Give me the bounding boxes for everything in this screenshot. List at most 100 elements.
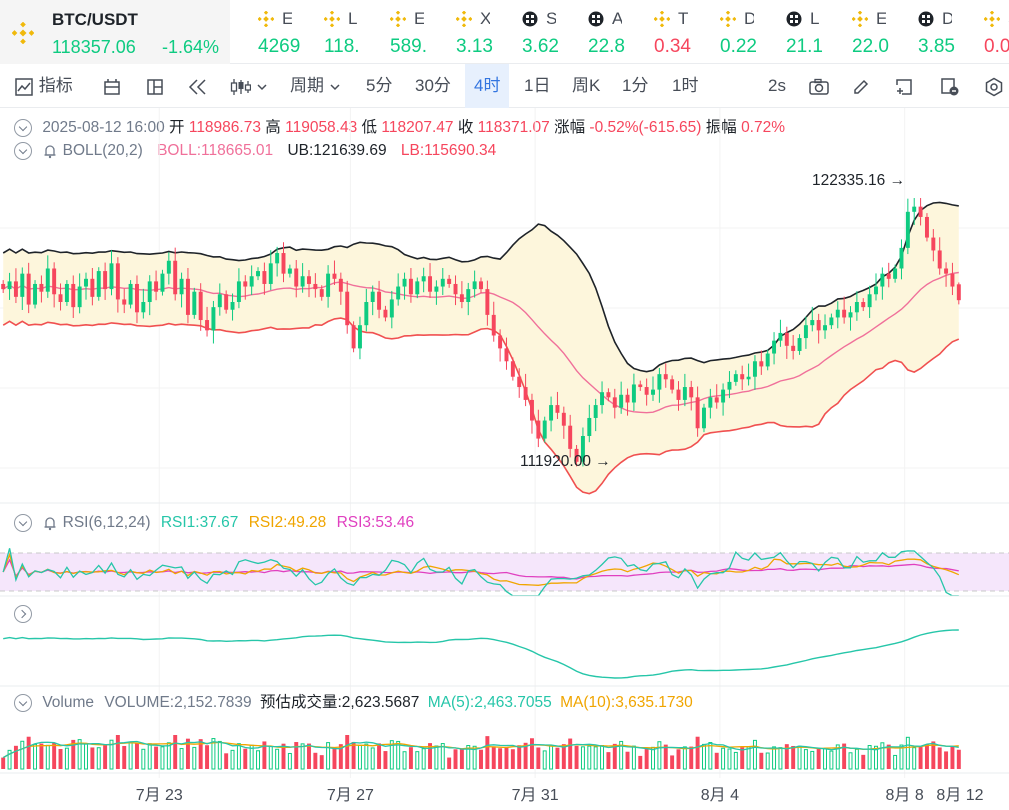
candle-body <box>268 263 273 284</box>
expand-icon[interactable] <box>14 605 32 623</box>
bell-icon[interactable] <box>42 515 58 531</box>
boll-upper-line <box>2 201 959 373</box>
price-chart[interactable] <box>0 108 1009 798</box>
split-view-button[interactable] <box>145 72 165 100</box>
collapse-icon[interactable] <box>14 514 32 532</box>
volume-bar <box>236 743 241 770</box>
candle-body <box>625 394 630 403</box>
interval-4h[interactable]: 4时 <box>465 64 510 108</box>
candle-body <box>20 273 25 297</box>
ticker-item[interactable]: D 0.22 <box>708 0 774 64</box>
candle-body <box>52 268 57 295</box>
candle-body <box>880 273 885 287</box>
volume-bar <box>746 746 751 770</box>
candle-body <box>491 314 496 336</box>
volume-bar <box>657 741 662 770</box>
volume-bar <box>217 740 222 770</box>
volume-bar <box>918 746 923 769</box>
collapse-icon[interactable] <box>14 118 32 137</box>
volume-bar <box>1 757 6 769</box>
candle-body <box>230 302 235 310</box>
screenshot-button[interactable] <box>808 72 830 100</box>
candle-body <box>236 281 241 302</box>
open-label: 开 <box>169 119 185 136</box>
volume-bar <box>491 746 496 769</box>
interval-1m[interactable]: 1分 <box>622 76 649 95</box>
volume-bar <box>141 748 146 770</box>
add-widget-button[interactable] <box>894 72 914 100</box>
ticker-strip: BTC/USDT 118357.06 -1.64% E 4269 L 118. E 589… <box>0 0 1009 64</box>
candle-body <box>606 392 611 398</box>
volume-bar <box>631 745 636 770</box>
bell-icon[interactable] <box>42 143 58 159</box>
clear-drawings-button[interactable] <box>939 72 961 100</box>
collapse-icon[interactable] <box>14 142 32 160</box>
interval-1w[interactable]: 周K <box>572 76 601 95</box>
volume-bar <box>937 747 942 769</box>
ticker-item[interactable]: D 3.85 <box>906 0 972 64</box>
candle-body <box>459 294 464 302</box>
layout-button[interactable] <box>102 72 122 100</box>
ticker-value: 21.1 <box>786 36 823 57</box>
interval-5m[interactable]: 5分 <box>366 76 393 95</box>
candle-body <box>166 260 171 274</box>
candle-body <box>823 325 828 331</box>
candle-body <box>721 389 726 403</box>
volume-bar <box>899 744 904 770</box>
volume-bar <box>185 738 190 769</box>
candle-body <box>434 286 439 292</box>
ticker-name: D <box>942 9 952 28</box>
volume-bar <box>593 746 598 770</box>
ticker-item[interactable]: S 3.62 <box>510 0 576 64</box>
main-price: 118357.06 <box>52 37 136 57</box>
amplitude-value: 0.72% <box>741 119 786 136</box>
ticker-item[interactable]: L 21.1 <box>774 0 840 64</box>
candle-body <box>357 325 362 349</box>
candle-body <box>281 253 286 274</box>
ticker-item[interactable]: X 3.13 <box>444 0 510 64</box>
ticker-item[interactable]: L 118. <box>312 0 378 64</box>
ticker-item[interactable]: A 22.8 <box>576 0 642 64</box>
candle-body <box>676 389 681 400</box>
indicators-button[interactable]: 指标 <box>14 72 73 100</box>
ticker-item[interactable]: E 22.0 <box>840 0 906 64</box>
candle-body <box>370 291 375 302</box>
ticker-item[interactable]: E 589. <box>378 0 444 64</box>
panel-separators <box>0 502 1009 774</box>
low-value: 118207.47 <box>381 119 454 136</box>
volume-bar <box>874 745 878 770</box>
token-icon <box>588 11 604 27</box>
ticker-item[interactable]: E 4269 <box>246 0 312 64</box>
chart-toolbar: 指标 周期 5分 30分 4时 1日 周K 1分 1时 2s <box>0 64 1009 108</box>
volume-bar <box>619 740 624 770</box>
candle-body <box>861 302 866 308</box>
chart-type-button[interactable] <box>229 72 268 100</box>
volume-bar <box>173 735 178 769</box>
volume-bar <box>357 744 362 770</box>
ticker-item[interactable]: S0.08 <box>972 0 1009 64</box>
draw-button[interactable] <box>851 72 871 100</box>
volume-bar <box>243 748 248 769</box>
volume-bar <box>109 739 114 770</box>
candle-body <box>549 405 554 421</box>
volume-bar <box>651 746 655 770</box>
rewind-icon <box>188 78 206 95</box>
rsi2-value: RSI2:49.28 <box>248 514 327 532</box>
interval-1d[interactable]: 1日 <box>524 76 551 95</box>
period-dropdown[interactable]: 周期 <box>290 72 341 100</box>
token-icon <box>918 11 934 27</box>
settings-button[interactable] <box>984 72 1004 100</box>
collapse-icon[interactable] <box>14 693 32 712</box>
volume-bar <box>39 743 44 769</box>
volume-bar <box>415 751 420 770</box>
candle-body <box>580 436 585 462</box>
ticker-item[interactable]: T 0.34 <box>642 0 708 64</box>
candle-body <box>842 309 847 318</box>
rewind-button[interactable] <box>187 72 209 100</box>
interval-1h[interactable]: 1时 <box>672 76 699 95</box>
refresh-rate[interactable]: 2s <box>768 76 786 95</box>
volume-bar <box>479 749 483 769</box>
volume-bar <box>281 743 286 769</box>
interval-30m[interactable]: 30分 <box>415 76 451 95</box>
main-ticker[interactable]: BTC/USDT 118357.06 -1.64% <box>0 0 230 64</box>
